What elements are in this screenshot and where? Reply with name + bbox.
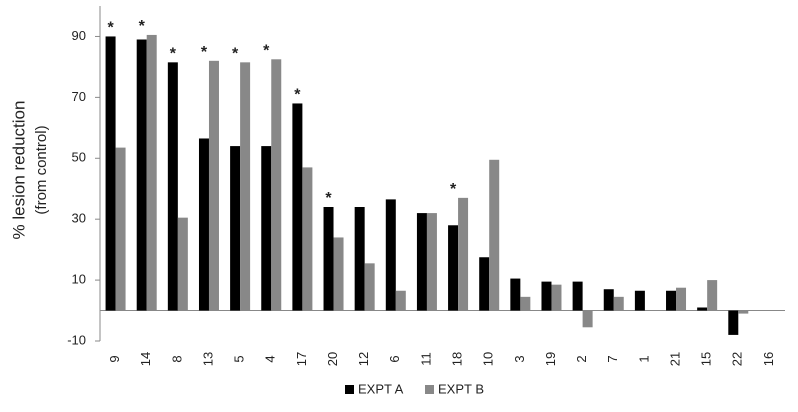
bar [697,307,708,311]
y-tick-label: 10 [72,272,86,287]
bar [489,159,500,311]
significance-marker: * [107,20,114,37]
bar [167,62,178,311]
significance-marker: * [325,190,332,207]
y-tick-label: 90 [72,28,86,43]
bar [676,287,687,311]
significance-marker: * [170,46,177,63]
bar [105,36,116,311]
x-tick-label: 9 [107,355,122,362]
x-tick-label: 17 [294,352,309,366]
y-axis-label: (from control) [33,125,50,214]
x-tick-label: 6 [387,355,402,362]
x-tick-label: 4 [263,355,278,362]
bar [603,289,614,311]
bar [510,278,521,311]
x-tick-label: 18 [450,352,465,366]
bar [208,60,219,311]
bar [271,59,282,311]
bar [479,257,490,311]
x-tick-label: 22 [730,352,745,366]
bar [395,290,406,311]
bar [136,39,147,311]
bar [198,138,209,311]
x-tick-label: 7 [605,355,620,362]
x-tick-label: 12 [356,352,371,366]
bar [520,296,531,311]
y-tick-label: 70 [72,89,86,104]
x-tick-label: 11 [418,352,433,366]
bar [728,310,739,335]
bar [448,225,459,311]
bar [323,207,334,311]
x-tick-label: 8 [169,355,184,362]
x-tick-label: 5 [232,355,247,362]
y-tick-label: 50 [72,150,86,165]
legend-swatch [345,385,354,394]
y-tick-label: -10 [67,332,86,347]
significance-marker: * [263,43,270,60]
x-tick-label: 16 [761,352,776,366]
x-tick-label: 14 [138,352,153,366]
x-tick-label: 1 [636,355,651,362]
legend-swatch [425,385,434,394]
legend-label: EXPT B [438,381,484,396]
bar [634,290,645,311]
x-tick-label: 19 [543,352,558,366]
bar [582,310,593,328]
x-tick-label: 10 [481,352,496,366]
bar [458,197,469,311]
bar [333,237,344,311]
bar [302,167,313,311]
y-axis-label: % lesion reduction [9,101,28,240]
bar [707,280,718,311]
legend-label: EXPT A [358,381,404,396]
bar [613,296,624,311]
bar [354,207,365,311]
bar [551,284,562,311]
bar [416,213,427,311]
significance-marker: * [201,44,208,61]
significance-marker: * [294,87,301,104]
bar [572,281,583,311]
bar [230,146,241,311]
bar [738,310,749,314]
y-tick-label: 30 [72,211,86,226]
bar [240,62,251,311]
bar [292,103,303,311]
x-tick-label: 3 [512,355,527,362]
bar [261,146,272,311]
bar [115,147,126,311]
x-tick-label: 20 [325,352,340,366]
bar [541,281,552,311]
x-tick-label: 13 [200,352,215,366]
significance-marker: * [450,181,457,198]
bar [385,199,396,311]
significance-marker: * [232,46,239,63]
bar [146,34,157,311]
significance-marker: * [139,18,146,35]
bar [177,217,188,311]
bar [364,263,375,311]
x-tick-label: 21 [667,352,682,366]
x-tick-label: 2 [574,355,589,362]
bar [666,290,677,311]
bar [426,213,437,311]
x-tick-label: 15 [699,352,714,366]
